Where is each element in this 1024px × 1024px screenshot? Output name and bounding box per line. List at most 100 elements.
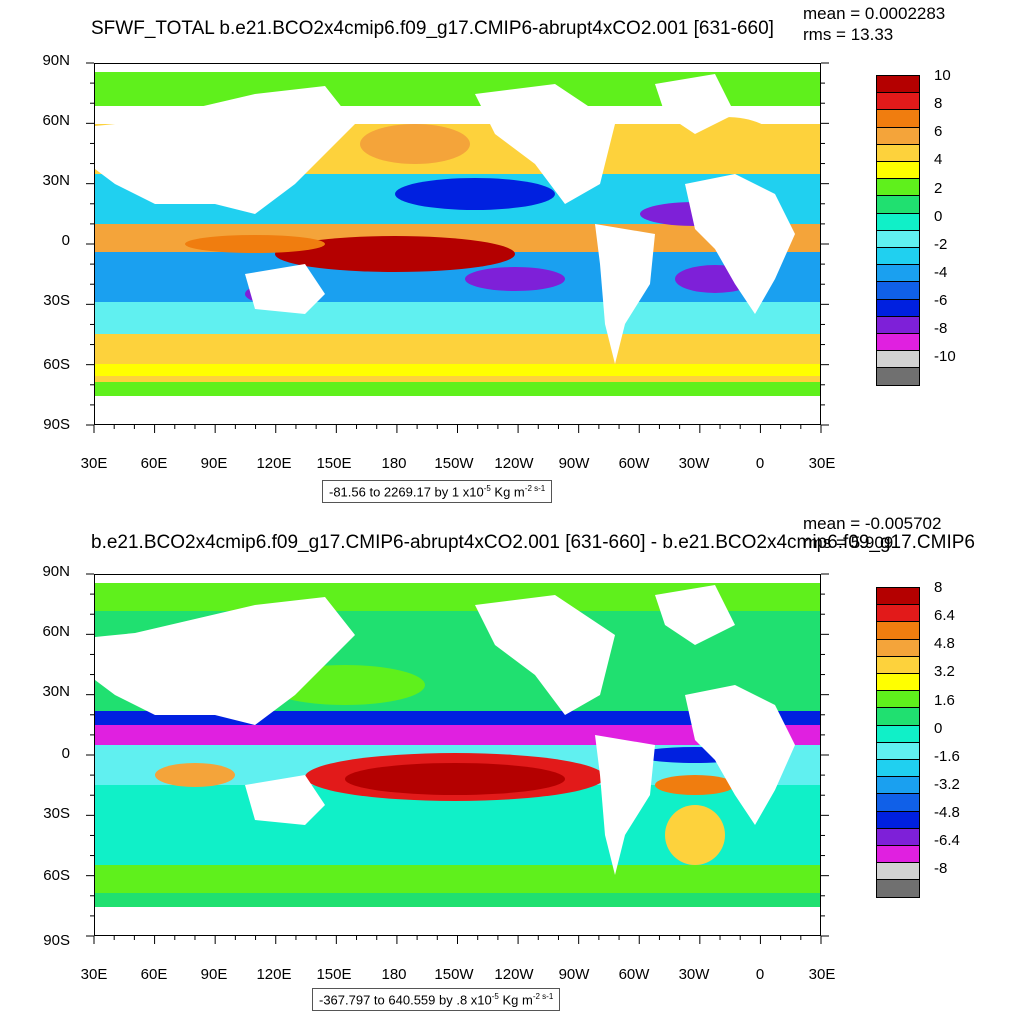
y-tick-label: 0	[61, 745, 70, 762]
range-note: -367.797 to 640.559 by .8 x10-5 Kg m-2 s…	[312, 988, 561, 1012]
x-tick-label: 30E	[80, 966, 108, 983]
colorbar-swatch	[876, 759, 920, 778]
colorbar-swatch	[876, 75, 920, 94]
x-tick-label: 30E	[808, 455, 836, 472]
x-tick-label: 60E	[140, 966, 168, 983]
rms-stat: rms = 13.33	[803, 25, 894, 44]
range-note: -81.56 to 2269.17 by 1 x10-5 Kg m-2 s-1	[322, 480, 553, 504]
map-plot	[94, 574, 821, 936]
y-tick-label: 60S	[43, 356, 70, 373]
colorbar-swatch	[876, 367, 920, 386]
y-tick-label: 90S	[43, 416, 70, 433]
x-tick-label: 150E	[316, 455, 352, 472]
x-tick-label: 180	[381, 966, 407, 983]
colorbar-swatch	[876, 281, 920, 300]
map-plot	[94, 63, 821, 425]
colorbar-label: -4	[934, 264, 948, 282]
colorbar-swatch	[876, 707, 920, 726]
y-tick-label: 90S	[43, 932, 70, 949]
range-note-units: Kg m	[498, 992, 533, 1008]
y-tick-label: 30S	[43, 292, 70, 309]
colorbar-swatch	[876, 776, 920, 795]
colorbar-label: 0	[934, 719, 943, 737]
colorbar-swatch	[876, 638, 920, 657]
colorbar-swatch	[876, 109, 920, 128]
colorbar-label: -1.6	[934, 747, 960, 765]
colorbar-label: 4.8	[934, 635, 955, 653]
x-tick-label: 0	[755, 455, 765, 472]
colorbar-label: -8	[934, 860, 948, 878]
range-note-text: -367.797 to 640.559 by .8 x10	[319, 992, 492, 1008]
colorbar-swatch	[876, 879, 920, 898]
x-tick-label: 150W	[434, 966, 474, 983]
colorbar-swatch	[876, 862, 920, 881]
x-tick-label: 60E	[140, 455, 168, 472]
y-tick-label: 0	[61, 232, 70, 249]
plot-title: SFWF_TOTAL b.e21.BCO2x4cmip6.f09_g17.CMI…	[91, 18, 774, 39]
x-tick-label: 180	[381, 455, 407, 472]
y-tick-label: 60S	[43, 867, 70, 884]
colorbar-swatch	[876, 333, 920, 352]
panel-bottom: b.e21.BCO2x4cmip6.f09_g17.CMIP6-abrupt4x…	[0, 512, 1024, 1024]
colorbar-label: 10	[934, 67, 951, 84]
colorbar-swatch	[876, 587, 920, 606]
x-tick-label: 30E	[808, 966, 836, 983]
colorbar-label: 4	[934, 151, 943, 169]
x-tick-label: 90E	[200, 966, 228, 983]
y-tick-label: 60N	[42, 623, 70, 640]
range-note-exp: -5	[483, 484, 491, 493]
colorbar-label: 2	[934, 179, 943, 197]
colorbar-label: -6.4	[934, 832, 960, 850]
x-tick-label: 60W	[618, 455, 650, 472]
colorbar-label: -4.8	[934, 804, 960, 822]
colorbar-label: 8	[934, 579, 943, 596]
panel-top: SFWF_TOTAL b.e21.BCO2x4cmip6.f09_g17.CMI…	[42, 4, 956, 504]
range-note-text: -81.56 to 2269.17 by 1 x10	[329, 484, 484, 500]
y-tick-label: 90N	[42, 563, 70, 580]
x-tick-label: 90W	[558, 966, 590, 983]
range-note-units: Kg m	[490, 484, 525, 500]
x-tick-label: 120W	[494, 966, 534, 983]
x-tick-label: 120E	[256, 966, 292, 983]
range-note-exp: -5	[491, 992, 499, 1001]
x-tick-label: 30W	[678, 966, 710, 983]
map-field	[95, 64, 820, 424]
colorbar-swatch	[876, 264, 920, 283]
colorbar-swatch	[876, 655, 920, 674]
axis-ticks	[86, 573, 829, 944]
y-tick-label: 30N	[42, 172, 70, 189]
range-note-unit-exp: -2 s-1	[524, 484, 546, 493]
colorbar-label: 3.2	[934, 663, 955, 681]
colorbar-swatch	[876, 741, 920, 760]
colorbar-swatch	[876, 810, 920, 829]
plot-title: b.e21.BCO2x4cmip6.f09_g17.CMIP6-abrupt4x…	[91, 532, 976, 553]
colorbar-swatch	[876, 212, 920, 231]
x-tick-label: 30E	[80, 455, 108, 472]
mean-stat: mean = -0.005702	[803, 514, 942, 533]
mean-stat: mean = 0.0002283	[803, 4, 946, 23]
colorbar-swatch	[876, 827, 920, 846]
x-tick-label: 150E	[316, 966, 352, 983]
y-tick-label: 30S	[43, 805, 70, 822]
colorbar-label: 8	[934, 95, 943, 113]
colorbar-swatch	[876, 845, 920, 864]
colorbar-swatch	[876, 126, 920, 145]
y-tick-label: 30N	[42, 683, 70, 700]
colorbar-label: -6	[934, 292, 948, 310]
x-tick-label: 90W	[558, 455, 590, 472]
colorbar-swatch	[876, 298, 920, 317]
x-tick-label: 90E	[200, 455, 228, 472]
colorbar-swatch	[876, 92, 920, 111]
colorbar-swatch	[876, 604, 920, 623]
colorbar-label: -2	[934, 235, 948, 253]
colorbar-label: -3.2	[934, 776, 960, 794]
colorbar-swatch	[876, 350, 920, 369]
x-tick-label: 0	[755, 966, 765, 983]
axis-ticks	[86, 62, 829, 433]
colorbar-swatch	[876, 143, 920, 162]
colorbar-label: 6.4	[934, 607, 955, 625]
colorbar-swatch	[876, 161, 920, 180]
rms-stat: rms = 5.909	[803, 533, 894, 552]
colorbar-label: 0	[934, 207, 943, 225]
colorbar-label: -8	[934, 320, 948, 338]
